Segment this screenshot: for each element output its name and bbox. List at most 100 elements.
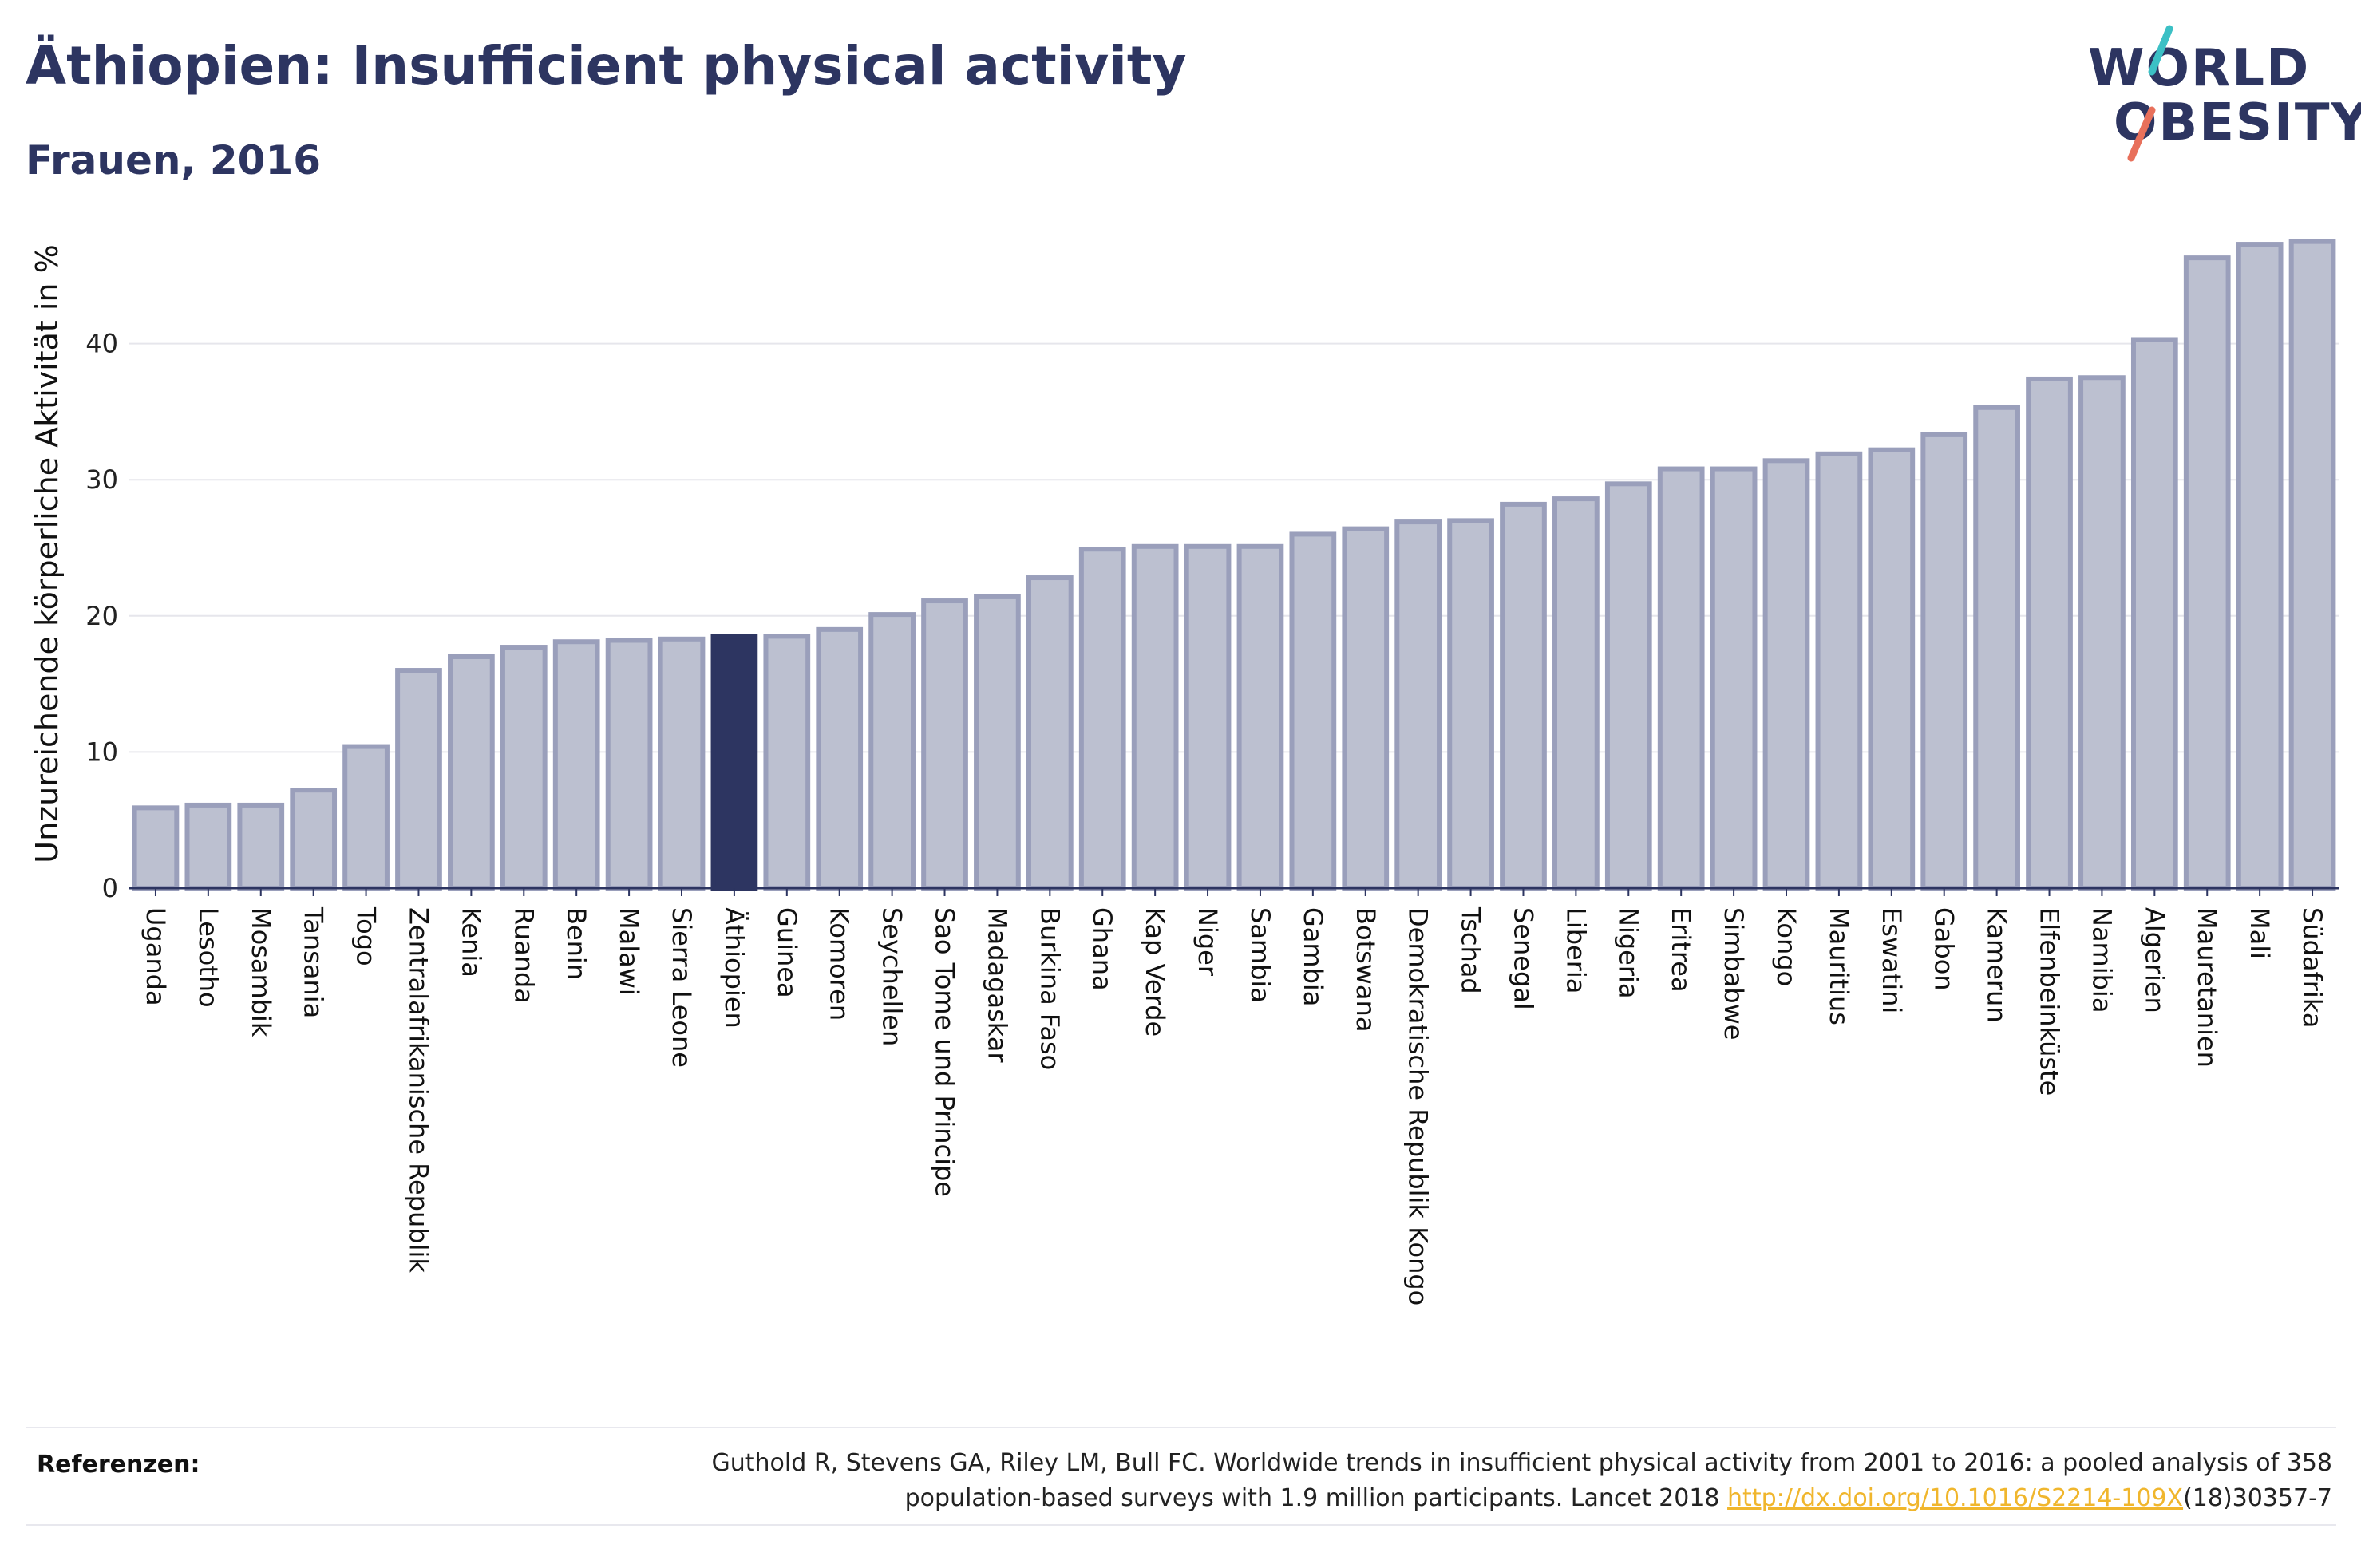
category-label: Sierra Leone — [666, 907, 697, 1068]
bar — [974, 594, 1021, 891]
category-label: Zentralafrikanische Republik — [403, 907, 433, 1273]
category-label: Demokratische Republik Kongo — [1403, 907, 1434, 1305]
page-title: Äthiopien: Insufficient physical activit… — [26, 35, 1187, 97]
bar — [658, 636, 706, 891]
bar — [1131, 543, 1179, 891]
bar — [395, 668, 442, 891]
bar — [1026, 575, 1074, 891]
bar — [448, 654, 495, 891]
category-label: Algerien — [2139, 907, 2169, 1013]
category-label: Uganda — [140, 907, 171, 1006]
bar — [2288, 239, 2336, 891]
bar — [1394, 519, 1442, 891]
bar-chart: 0 10 20 30 40 Uganda Lesotho Mosambik Tansania T… — [30, 239, 2339, 1305]
bar — [342, 744, 390, 891]
references-divider-bottom — [26, 1524, 2336, 1526]
category-label: Malawi — [614, 907, 644, 996]
category-label: Nigeria — [1613, 907, 1643, 998]
category-label: Eritrea — [1666, 907, 1696, 993]
bar — [1236, 543, 1284, 891]
y-tick-labels: 0 10 20 30 40 — [85, 329, 118, 903]
category-label: Simbabwe — [1718, 907, 1749, 1040]
logo-word-world: WORLD — [2088, 39, 2311, 98]
category-label: Botswana — [1351, 907, 1381, 1032]
bar — [2078, 375, 2126, 891]
category-label: Senegal — [1508, 907, 1538, 1010]
category-label: Elfenbeinküste — [2035, 907, 2065, 1096]
y-tick-label: 30 — [85, 464, 118, 495]
bar — [290, 788, 338, 891]
bar — [1604, 481, 1652, 891]
category-label: Mauretanien — [2192, 907, 2222, 1068]
category-label: Mali — [2244, 907, 2275, 959]
bar — [605, 638, 653, 891]
bar — [1552, 496, 1600, 891]
bar — [1868, 447, 1916, 891]
references-label: Referenzen: — [37, 1451, 200, 1479]
bars — [132, 239, 2336, 891]
axes — [129, 887, 2339, 896]
category-label: Kenia — [456, 907, 486, 978]
category-label: Seychellen — [877, 907, 908, 1046]
bar — [1342, 526, 1390, 891]
bar — [2236, 242, 2284, 891]
bar-highlighted — [710, 634, 758, 891]
category-label: Eswatini — [1877, 907, 1907, 1013]
reference-line-2-prefix: population-based surveys with 1.9 millio… — [904, 1484, 1728, 1512]
reference-line-2-suffix: (18)30357-7 — [2183, 1484, 2332, 1512]
category-label: Gabon — [1929, 907, 1960, 991]
category-label: Lesotho — [193, 907, 223, 1008]
bar — [1762, 458, 1810, 891]
category-label: Kamerun — [1982, 907, 2012, 1023]
category-label: Togo — [351, 906, 382, 966]
category-label: Benin — [561, 907, 591, 980]
bar — [1078, 547, 1126, 891]
bar — [237, 802, 285, 891]
category-label: Burkina Faso — [1034, 907, 1065, 1070]
bar — [1657, 466, 1705, 891]
category-label: Äthiopien — [719, 907, 749, 1029]
category-label: Kongo — [1771, 907, 1801, 986]
category-label: Liberia — [1560, 907, 1591, 993]
category-label: Ghana — [1087, 907, 1117, 991]
bar — [2026, 376, 2073, 891]
bar — [184, 802, 232, 891]
category-label: Mosambik — [246, 907, 276, 1037]
category-label: Madagaskar — [982, 907, 1012, 1063]
category-label: Tansania — [299, 906, 329, 1018]
reference-line-1: Guthold R, Stevens GA, Riley LM, Bull FC… — [711, 1449, 2332, 1477]
bar — [921, 598, 968, 891]
y-tick-label: 20 — [85, 601, 118, 631]
y-tick-label: 0 — [102, 873, 118, 903]
y-tick-label: 40 — [85, 329, 118, 359]
category-label: Tschad — [1456, 906, 1486, 994]
category-label: Sambia — [1245, 907, 1275, 1003]
bar — [1815, 451, 1863, 891]
logo-slash-icon — [2127, 25, 2173, 162]
bar — [1447, 518, 1494, 891]
category-label: Sao Tome und Principe — [930, 907, 960, 1197]
doi-link[interactable]: http://dx.doi.org/10.1016/S2214-109X — [1727, 1484, 2184, 1512]
category-label: Ruanda — [508, 907, 539, 1004]
category-label: Südafrika — [2297, 907, 2327, 1028]
bar — [500, 645, 548, 891]
references-text: Guthold R, Stevens GA, Riley LM, Bull FC… — [496, 1446, 2332, 1516]
bar — [1289, 531, 1337, 891]
grid-lines — [129, 342, 2339, 753]
references-divider-top — [26, 1427, 2336, 1428]
logo-word-obesity: OBESITY — [2114, 93, 2361, 152]
category-label: Kap Verde — [1140, 907, 1170, 1037]
bar — [868, 612, 916, 891]
bar — [816, 626, 864, 891]
category-label: Niger — [1192, 907, 1223, 977]
category-label: Guinea — [772, 907, 802, 998]
bar — [1920, 432, 1968, 891]
world-obesity-logo: WORLD OBESITY — [2075, 22, 2361, 174]
bar — [763, 634, 811, 891]
bar — [132, 805, 180, 891]
category-label: Gambia — [1298, 907, 1328, 1006]
y-tick-label: 10 — [85, 737, 118, 767]
category-label: Komoren — [825, 907, 855, 1021]
bar — [552, 639, 600, 891]
bar — [1184, 543, 1232, 891]
